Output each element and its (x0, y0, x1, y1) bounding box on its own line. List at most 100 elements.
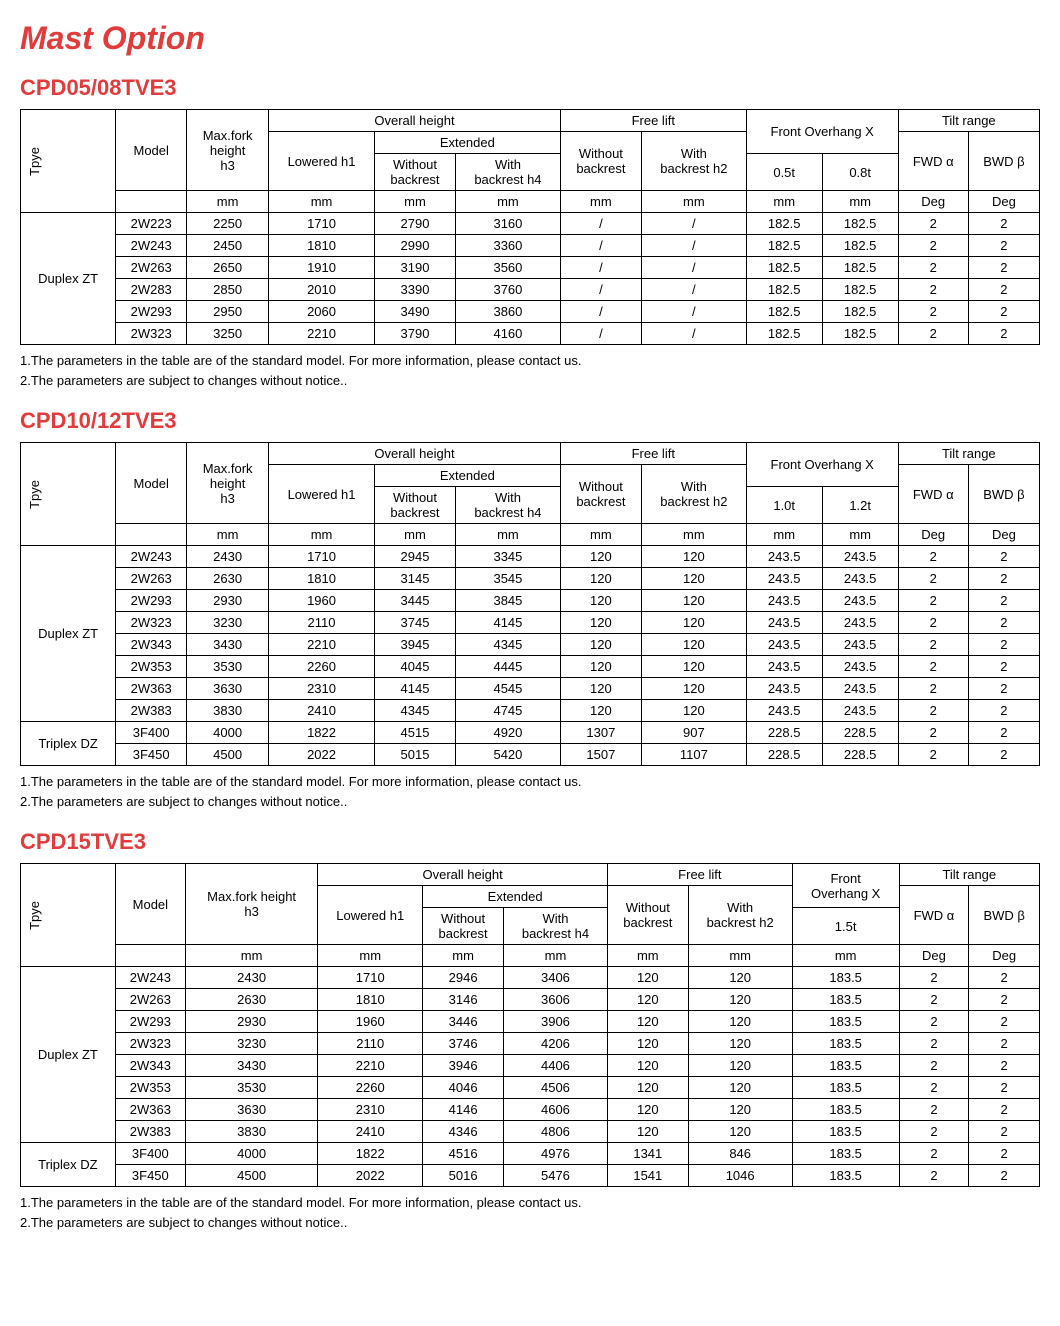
cell: 120 (607, 1099, 688, 1121)
cell: Lowered h1 (318, 886, 423, 945)
cell: Withoutbackrest (374, 154, 455, 191)
cell: 182.5 (822, 213, 898, 235)
cell: 3530 (187, 656, 269, 678)
cell: 3F450 (115, 1165, 185, 1187)
cell: 3430 (186, 1055, 318, 1077)
cell: 120 (688, 1077, 792, 1099)
cell: 4545 (456, 678, 561, 700)
cell: 1710 (269, 546, 375, 568)
cell: / (560, 235, 641, 257)
cell: 2W383 (115, 1121, 185, 1143)
cell: 2 (899, 1011, 969, 1033)
cell: 120 (641, 656, 746, 678)
cell: 3606 (503, 989, 607, 1011)
cell: 2 (899, 967, 969, 989)
cell: 4346 (423, 1121, 504, 1143)
cell: 4500 (187, 744, 269, 766)
spec-table-2: TpyeModelMax.forkheighth3Overall heightF… (20, 442, 1040, 766)
cell: 2W263 (115, 989, 185, 1011)
cell: 120 (560, 678, 641, 700)
cell: mm (560, 191, 641, 213)
cell: Max.forkheighth3 (187, 443, 269, 524)
cell: 2010 (269, 279, 375, 301)
cell: 5015 (374, 744, 455, 766)
cell: Extended (374, 132, 560, 154)
cell: 2 (899, 1143, 969, 1165)
cell: 1.5t (792, 908, 899, 945)
cell: 243.5 (822, 634, 898, 656)
cell: mm (269, 524, 375, 546)
cell: 183.5 (792, 1165, 899, 1187)
cell: 2 (968, 213, 1039, 235)
cell: 120 (641, 678, 746, 700)
cell: 2 (969, 1165, 1040, 1187)
cell: Withbackrest h4 (456, 487, 561, 524)
cell: 1822 (318, 1143, 423, 1165)
cell: 182.5 (822, 235, 898, 257)
cell: 243.5 (822, 546, 898, 568)
cell: 2 (969, 1077, 1040, 1099)
cell: 243.5 (746, 546, 822, 568)
cell: 2W223 (116, 213, 187, 235)
cell: Withbackrest h2 (641, 465, 746, 524)
cell: 2 (969, 1099, 1040, 1121)
cell: 243.5 (746, 678, 822, 700)
cell: 183.5 (792, 1099, 899, 1121)
cell: mm (186, 945, 318, 967)
cell: Overall height (269, 110, 561, 132)
cell: 3745 (374, 612, 455, 634)
cell: 120 (641, 634, 746, 656)
cell: / (641, 279, 746, 301)
cell: 120 (688, 1099, 792, 1121)
cell: 3230 (187, 612, 269, 634)
cell: 2 (968, 744, 1039, 766)
cell: 3406 (503, 967, 607, 989)
cell: 2110 (318, 1033, 423, 1055)
cell: 182.5 (822, 257, 898, 279)
cell: 2260 (269, 656, 375, 678)
cell: 2 (968, 546, 1039, 568)
cell: 3746 (423, 1033, 504, 1055)
cell: 3F400 (116, 722, 187, 744)
cell: 846 (688, 1143, 792, 1165)
cell: 2 (968, 323, 1039, 345)
cell: 3906 (503, 1011, 607, 1033)
cell: Deg (969, 945, 1040, 967)
cell: BWD β (969, 886, 1040, 945)
cell: 1810 (269, 235, 375, 257)
cell: 3560 (456, 257, 561, 279)
cell: 3230 (186, 1033, 318, 1055)
footnote: 1.The parameters in the table are of the… (20, 772, 1040, 811)
section-1: CPD05/08TVE3 TpyeModelMax.forkheighth3Ov… (20, 75, 1040, 390)
cell: 1.2t (822, 487, 898, 524)
cell: 182.5 (822, 279, 898, 301)
cell: 2W283 (116, 279, 187, 301)
cell: 2 (899, 1165, 969, 1187)
cell: 3845 (456, 590, 561, 612)
cell: 2 (968, 678, 1039, 700)
cell: 183.5 (792, 989, 899, 1011)
cell: 120 (641, 590, 746, 612)
cell: / (560, 323, 641, 345)
cell: 3830 (187, 700, 269, 722)
cell: Tilt range (898, 110, 1039, 132)
cell: mm (456, 191, 561, 213)
cell: 120 (688, 967, 792, 989)
cell: mm (792, 945, 899, 967)
cell: 2 (968, 722, 1039, 744)
cell: 120 (607, 1011, 688, 1033)
cell: 2210 (318, 1055, 423, 1077)
cell: 2950 (187, 301, 269, 323)
cell: 2 (969, 1055, 1040, 1077)
cell: 120 (688, 989, 792, 1011)
cell: 2 (899, 1099, 969, 1121)
cell: 2930 (187, 590, 269, 612)
cell: 2630 (186, 989, 318, 1011)
cell: mm (560, 524, 641, 546)
cell: 2 (968, 612, 1039, 634)
cell: Overall height (269, 443, 561, 465)
cell: 3760 (456, 279, 561, 301)
cell: 3490 (374, 301, 455, 323)
cell: 2 (898, 722, 968, 744)
cell: Duplex ZT (21, 967, 116, 1143)
